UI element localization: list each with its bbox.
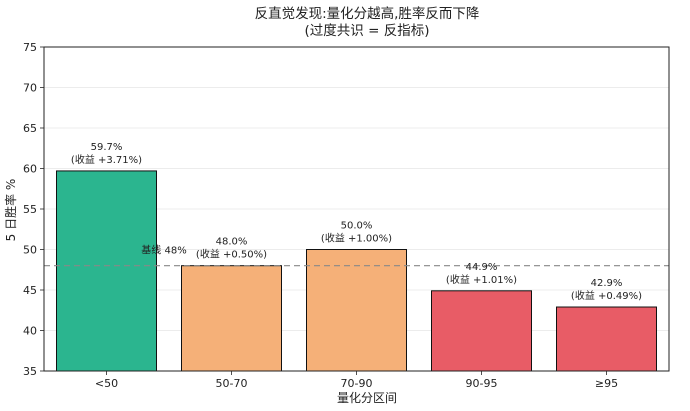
x-tick-label: <50 [95,377,118,390]
bar-return-label: (收益 +1.00%) [321,232,392,245]
axes-layer: 35 40 45 50 55 60 65 70 75 <50 50-70 70-90 90-95 ≥95 [23,41,670,390]
plot-frame [43,46,670,372]
y-tick-label: 65 [23,122,37,135]
y-tick-label: 35 [23,365,37,378]
y-tick-label: 50 [23,244,37,257]
bar [556,306,657,372]
y-axis-label: 5 日胜率 % [3,179,18,242]
bar [306,249,407,372]
bar-return-label: (收益 +0.50%) [196,248,267,261]
x-axis-label: 量化分区间 [337,391,397,405]
chart-subtitle: (过度共识 = 反指标) [305,23,430,39]
y-tick-label: 75 [23,41,37,54]
x-tick-label: 90-95 [466,377,498,390]
y-tick-label: 45 [23,284,37,297]
bar-value-label: 44.9% [466,262,498,273]
labels-layer: 59.7%(收益 +3.71%)48.0%(收益 +0.50%)50.0%(收益… [71,142,642,302]
bar-value-label: 48.0% [216,237,248,248]
bar [431,290,532,372]
bar-value-label: 59.7% [91,142,123,153]
x-tick-label: 50-70 [216,377,248,390]
baseline-layer: 基线 48% [44,244,669,267]
bar-return-label: (收益 +1.01%) [446,273,517,286]
y-tick-label: 60 [23,163,37,176]
bars-layer [56,170,657,372]
y-tick-label: 55 [23,203,37,216]
bar-value-label: 42.9% [591,278,623,289]
bar-return-label: (收益 +3.71%) [71,153,142,166]
bar [56,170,157,372]
y-tick-label: 40 [23,325,37,338]
x-tick-label: 70-90 [341,377,373,390]
chart-title: 反直觉发现:量化分越高,胜率反而下降 [255,5,480,22]
bar [181,265,282,372]
bar-value-label: 50.0% [341,221,373,232]
y-tick-label: 70 [23,82,37,95]
x-tick-label: ≥95 [595,377,618,390]
bar-return-label: (收益 +0.49%) [571,289,642,302]
baseline-label: 基线 48% [141,244,186,257]
